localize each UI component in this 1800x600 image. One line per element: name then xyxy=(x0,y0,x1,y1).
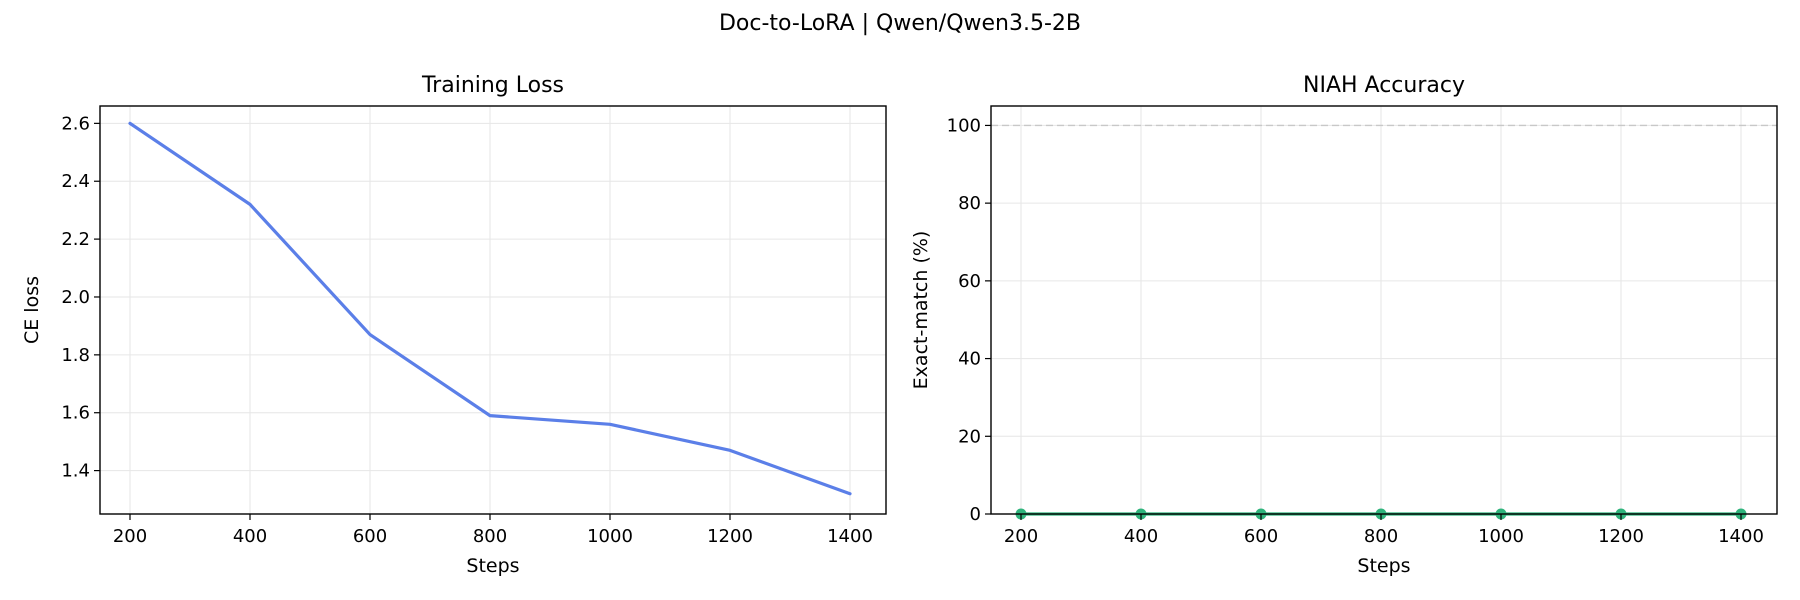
niah-x-tick-label: 1400 xyxy=(1718,526,1764,547)
loss-x-tick-label: 200 xyxy=(113,526,147,547)
loss-x-axis-label: Steps xyxy=(466,555,519,577)
niah-y-tick-label: 40 xyxy=(958,349,981,370)
niah-x-tick-label: 400 xyxy=(1124,526,1158,547)
loss-y-tick-label: 1.6 xyxy=(61,403,90,424)
niah-x-tick-label: 600 xyxy=(1244,526,1278,547)
niah-x-tick-label: 1200 xyxy=(1598,526,1644,547)
niah-y-tick-label: 60 xyxy=(958,271,981,292)
niah-y-tick-label: 20 xyxy=(958,426,981,447)
loss-y-tick-label: 1.4 xyxy=(61,461,90,482)
niah-x-tick-label: 800 xyxy=(1364,526,1398,547)
loss-y-tick-label: 1.8 xyxy=(61,345,90,366)
niah-y-axis-label: Exact-match (%) xyxy=(910,231,932,390)
loss-x-tick-label: 800 xyxy=(473,526,507,547)
loss-y-tick-label: 2.2 xyxy=(61,229,90,250)
loss-x-tick-label: 400 xyxy=(233,526,267,547)
loss-x-tick-label: 1000 xyxy=(587,526,633,547)
niah-x-tick-label: 200 xyxy=(1004,526,1038,547)
loss-series-line xyxy=(128,121,852,496)
niah-accuracy-chart: 200 400 600 800 1000 1200 1400 0 20 40 60 80 100 NIAH… xyxy=(910,73,1778,577)
niah-x-tick-label: 1000 xyxy=(1478,526,1524,547)
niah-axes-frame xyxy=(990,105,1778,515)
niah-y-tick-label: 0 xyxy=(970,504,981,525)
figure-title: Doc-to-LoRA | Qwen/Qwen3.5-2B xyxy=(719,11,1081,36)
niah-y-tick-label: 100 xyxy=(947,115,981,136)
loss-y-tick-label: 2.0 xyxy=(61,287,90,308)
loss-x-tick-label: 1400 xyxy=(827,526,873,547)
loss-y-tick-label: 2.6 xyxy=(61,113,90,134)
loss-x-tick-label: 1200 xyxy=(707,526,753,547)
niah-y-tick-label: 80 xyxy=(958,193,981,214)
loss-y-tick-label: 2.4 xyxy=(61,171,90,192)
loss-axes-frame xyxy=(99,105,887,515)
niah-chart-title: NIAH Accuracy xyxy=(1303,73,1465,98)
loss-y-axis-label: CE loss xyxy=(21,276,43,344)
niah-x-axis-label: Steps xyxy=(1357,555,1410,577)
loss-chart-title: Training Loss xyxy=(421,73,564,98)
loss-x-tick-label: 600 xyxy=(353,526,387,547)
training-loss-chart: 200 400 600 800 1000 1200 1400 1.4 1.6 1.8 2.0 2.2 2… xyxy=(21,73,887,577)
